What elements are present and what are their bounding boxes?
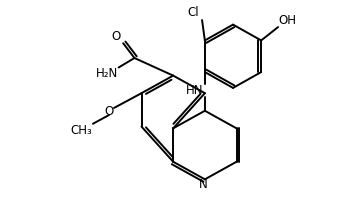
Text: Cl: Cl — [188, 6, 200, 19]
Text: CH₃: CH₃ — [71, 124, 93, 137]
Text: HN: HN — [186, 84, 204, 97]
Text: O: O — [105, 105, 114, 118]
Text: H₂N: H₂N — [96, 67, 118, 80]
Text: O: O — [112, 31, 121, 43]
Text: N: N — [199, 179, 207, 191]
Text: OH: OH — [278, 14, 296, 27]
